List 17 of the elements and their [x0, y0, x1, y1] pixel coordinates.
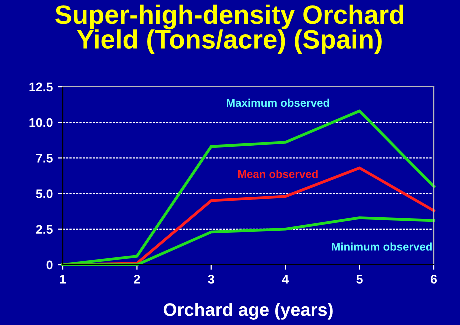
x-tick-label: 4: [282, 275, 290, 284]
x-tick-label: 1: [60, 275, 66, 284]
x-tick-label: 2: [134, 275, 140, 284]
y-tick-label: 7.5: [36, 154, 53, 163]
y-tick-label: 10.0: [30, 118, 53, 128]
y-tick-label: 12.5: [30, 82, 53, 92]
series-label: Minimum observed: [332, 242, 432, 251]
x-tick-label: 3: [208, 275, 214, 284]
y-tick-label: 5.0: [36, 190, 53, 198]
x-axis-title: Orchard age (years): [164, 303, 333, 320]
series-label: Maximum observed: [227, 98, 330, 108]
y-tick-label: 0: [46, 260, 53, 270]
x-tick-label: 5: [356, 275, 363, 284]
chart-title: Super-high-density Orchard Yield (Tons/acre) (Spain): [56, 4, 404, 54]
series-label: Mean observed: [238, 170, 318, 178]
y-tick-label: 2.5: [36, 225, 53, 234]
x-tick-label: 6: [430, 275, 438, 284]
